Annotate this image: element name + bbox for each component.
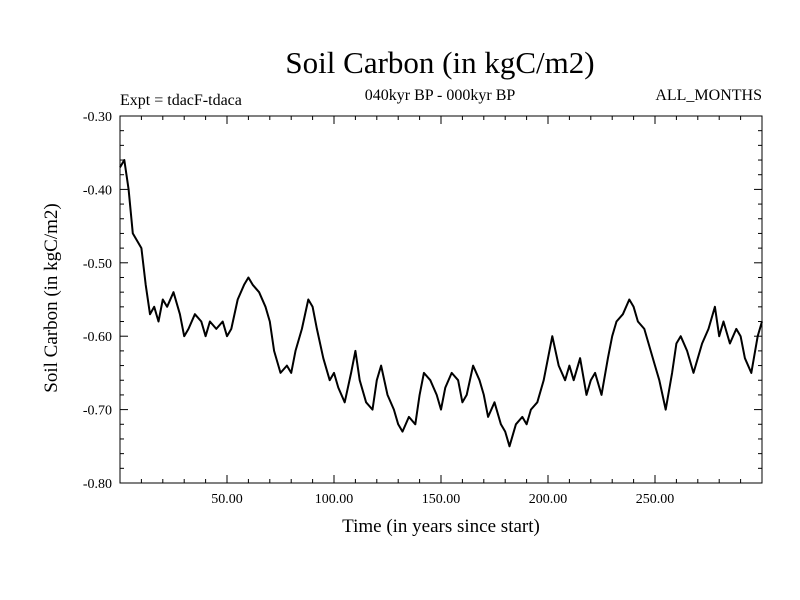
period-label: 040kyr BP - 000kyr BP: [365, 87, 516, 104]
x-tick-label: 200.00: [529, 492, 568, 507]
season-label: ALL_MONTHS: [655, 87, 762, 104]
x-tick-label: 150.00: [422, 492, 461, 507]
y-tick-label: -0.50: [83, 257, 112, 272]
y-axis-label: Soil Carbon (in kgC/m2): [41, 203, 62, 392]
y-tick-label: -0.80: [83, 477, 112, 492]
plot-frame: [119, 115, 763, 484]
experiment-label: Expt = tdacF-tdaca: [120, 92, 242, 109]
y-tick-label: -0.60: [83, 330, 112, 345]
x-axis-label: Time (in years since start): [342, 516, 540, 537]
y-tick-label: -0.30: [83, 110, 112, 125]
series-line: [119, 159, 763, 448]
x-tick-label: 250.00: [636, 492, 675, 507]
y-tick-label: -0.40: [83, 183, 112, 198]
plot-area: 50.00 100.00 150.00 200.00 250.00 -0.30 -0.40 -…: [83, 110, 763, 507]
y-tick-label: -0.70: [83, 404, 112, 419]
chart-title: Soil Carbon (in kgC/m2): [285, 45, 594, 80]
x-tick-label: 100.00: [315, 492, 354, 507]
x-tick-label: 50.00: [211, 492, 243, 507]
